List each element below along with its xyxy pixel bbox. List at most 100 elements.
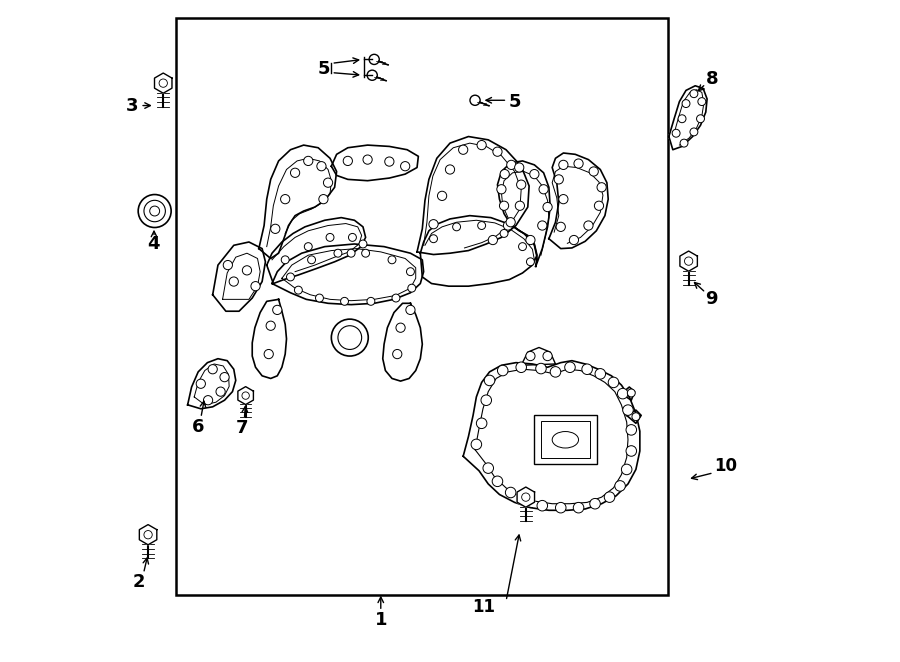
Circle shape — [406, 305, 415, 314]
Circle shape — [594, 201, 604, 211]
Circle shape — [698, 97, 706, 105]
Circle shape — [690, 128, 698, 136]
Polygon shape — [498, 161, 550, 266]
Polygon shape — [266, 218, 365, 283]
Circle shape — [159, 79, 167, 87]
Circle shape — [281, 256, 289, 263]
Circle shape — [515, 163, 524, 172]
Polygon shape — [464, 361, 640, 510]
Circle shape — [503, 221, 513, 230]
Circle shape — [564, 362, 575, 373]
Circle shape — [506, 218, 516, 227]
Circle shape — [242, 265, 252, 275]
Polygon shape — [252, 299, 286, 379]
Circle shape — [554, 175, 563, 184]
Circle shape — [556, 222, 565, 232]
Text: 5: 5 — [508, 93, 521, 111]
Circle shape — [144, 201, 166, 222]
Circle shape — [304, 243, 312, 251]
Circle shape — [680, 139, 688, 147]
Circle shape — [437, 191, 446, 201]
Circle shape — [621, 464, 632, 475]
Circle shape — [348, 234, 356, 242]
Circle shape — [242, 392, 249, 399]
Circle shape — [400, 162, 410, 171]
Bar — [541, 421, 590, 457]
Circle shape — [626, 424, 636, 435]
Circle shape — [291, 168, 300, 177]
Polygon shape — [187, 359, 236, 409]
Polygon shape — [417, 136, 529, 254]
Circle shape — [334, 250, 342, 257]
Circle shape — [697, 115, 705, 122]
Circle shape — [476, 418, 487, 428]
Circle shape — [338, 326, 362, 350]
Polygon shape — [626, 410, 641, 423]
Polygon shape — [140, 524, 157, 545]
Text: 8: 8 — [706, 70, 718, 88]
Text: 5: 5 — [317, 60, 329, 77]
Circle shape — [570, 236, 579, 245]
Bar — [535, 414, 597, 464]
Circle shape — [595, 369, 606, 379]
Circle shape — [498, 365, 508, 376]
Polygon shape — [680, 251, 698, 271]
Circle shape — [264, 350, 274, 359]
Circle shape — [347, 250, 356, 257]
Circle shape — [608, 377, 619, 388]
Circle shape — [615, 481, 626, 491]
Polygon shape — [621, 387, 634, 401]
Circle shape — [500, 201, 508, 211]
Circle shape — [316, 294, 323, 302]
Circle shape — [590, 498, 600, 509]
Circle shape — [362, 250, 370, 257]
Circle shape — [507, 160, 516, 169]
Circle shape — [281, 195, 290, 204]
Circle shape — [266, 321, 275, 330]
Circle shape — [367, 70, 377, 80]
Circle shape — [517, 180, 526, 189]
Circle shape — [484, 375, 495, 386]
Polygon shape — [155, 73, 172, 93]
Circle shape — [516, 362, 526, 373]
Text: 6: 6 — [192, 418, 204, 436]
Circle shape — [343, 156, 353, 166]
Circle shape — [526, 236, 535, 245]
Circle shape — [396, 323, 405, 332]
Circle shape — [317, 162, 326, 171]
Circle shape — [388, 256, 396, 263]
Polygon shape — [212, 242, 266, 311]
Text: 4: 4 — [147, 235, 159, 253]
Circle shape — [584, 221, 593, 230]
Text: 3: 3 — [126, 97, 139, 115]
Circle shape — [543, 352, 553, 361]
Text: 10: 10 — [714, 457, 737, 475]
Circle shape — [555, 502, 566, 513]
Circle shape — [518, 243, 526, 251]
Circle shape — [520, 496, 531, 506]
Circle shape — [604, 492, 615, 502]
Circle shape — [536, 363, 546, 374]
Circle shape — [407, 267, 414, 275]
Circle shape — [488, 236, 498, 245]
Circle shape — [626, 446, 636, 456]
Text: 9: 9 — [706, 291, 718, 308]
Circle shape — [617, 389, 628, 399]
Circle shape — [623, 405, 634, 415]
Polygon shape — [420, 216, 537, 286]
Circle shape — [581, 364, 592, 375]
Circle shape — [308, 256, 316, 263]
Circle shape — [478, 222, 486, 230]
Polygon shape — [238, 387, 254, 404]
Circle shape — [340, 297, 348, 305]
Text: 1: 1 — [374, 611, 387, 629]
Circle shape — [331, 319, 368, 356]
Circle shape — [537, 221, 547, 230]
Circle shape — [685, 257, 693, 265]
Circle shape — [196, 379, 205, 389]
Circle shape — [550, 367, 561, 377]
Circle shape — [481, 395, 491, 406]
Circle shape — [223, 260, 232, 269]
Circle shape — [477, 140, 486, 150]
Circle shape — [326, 234, 334, 242]
